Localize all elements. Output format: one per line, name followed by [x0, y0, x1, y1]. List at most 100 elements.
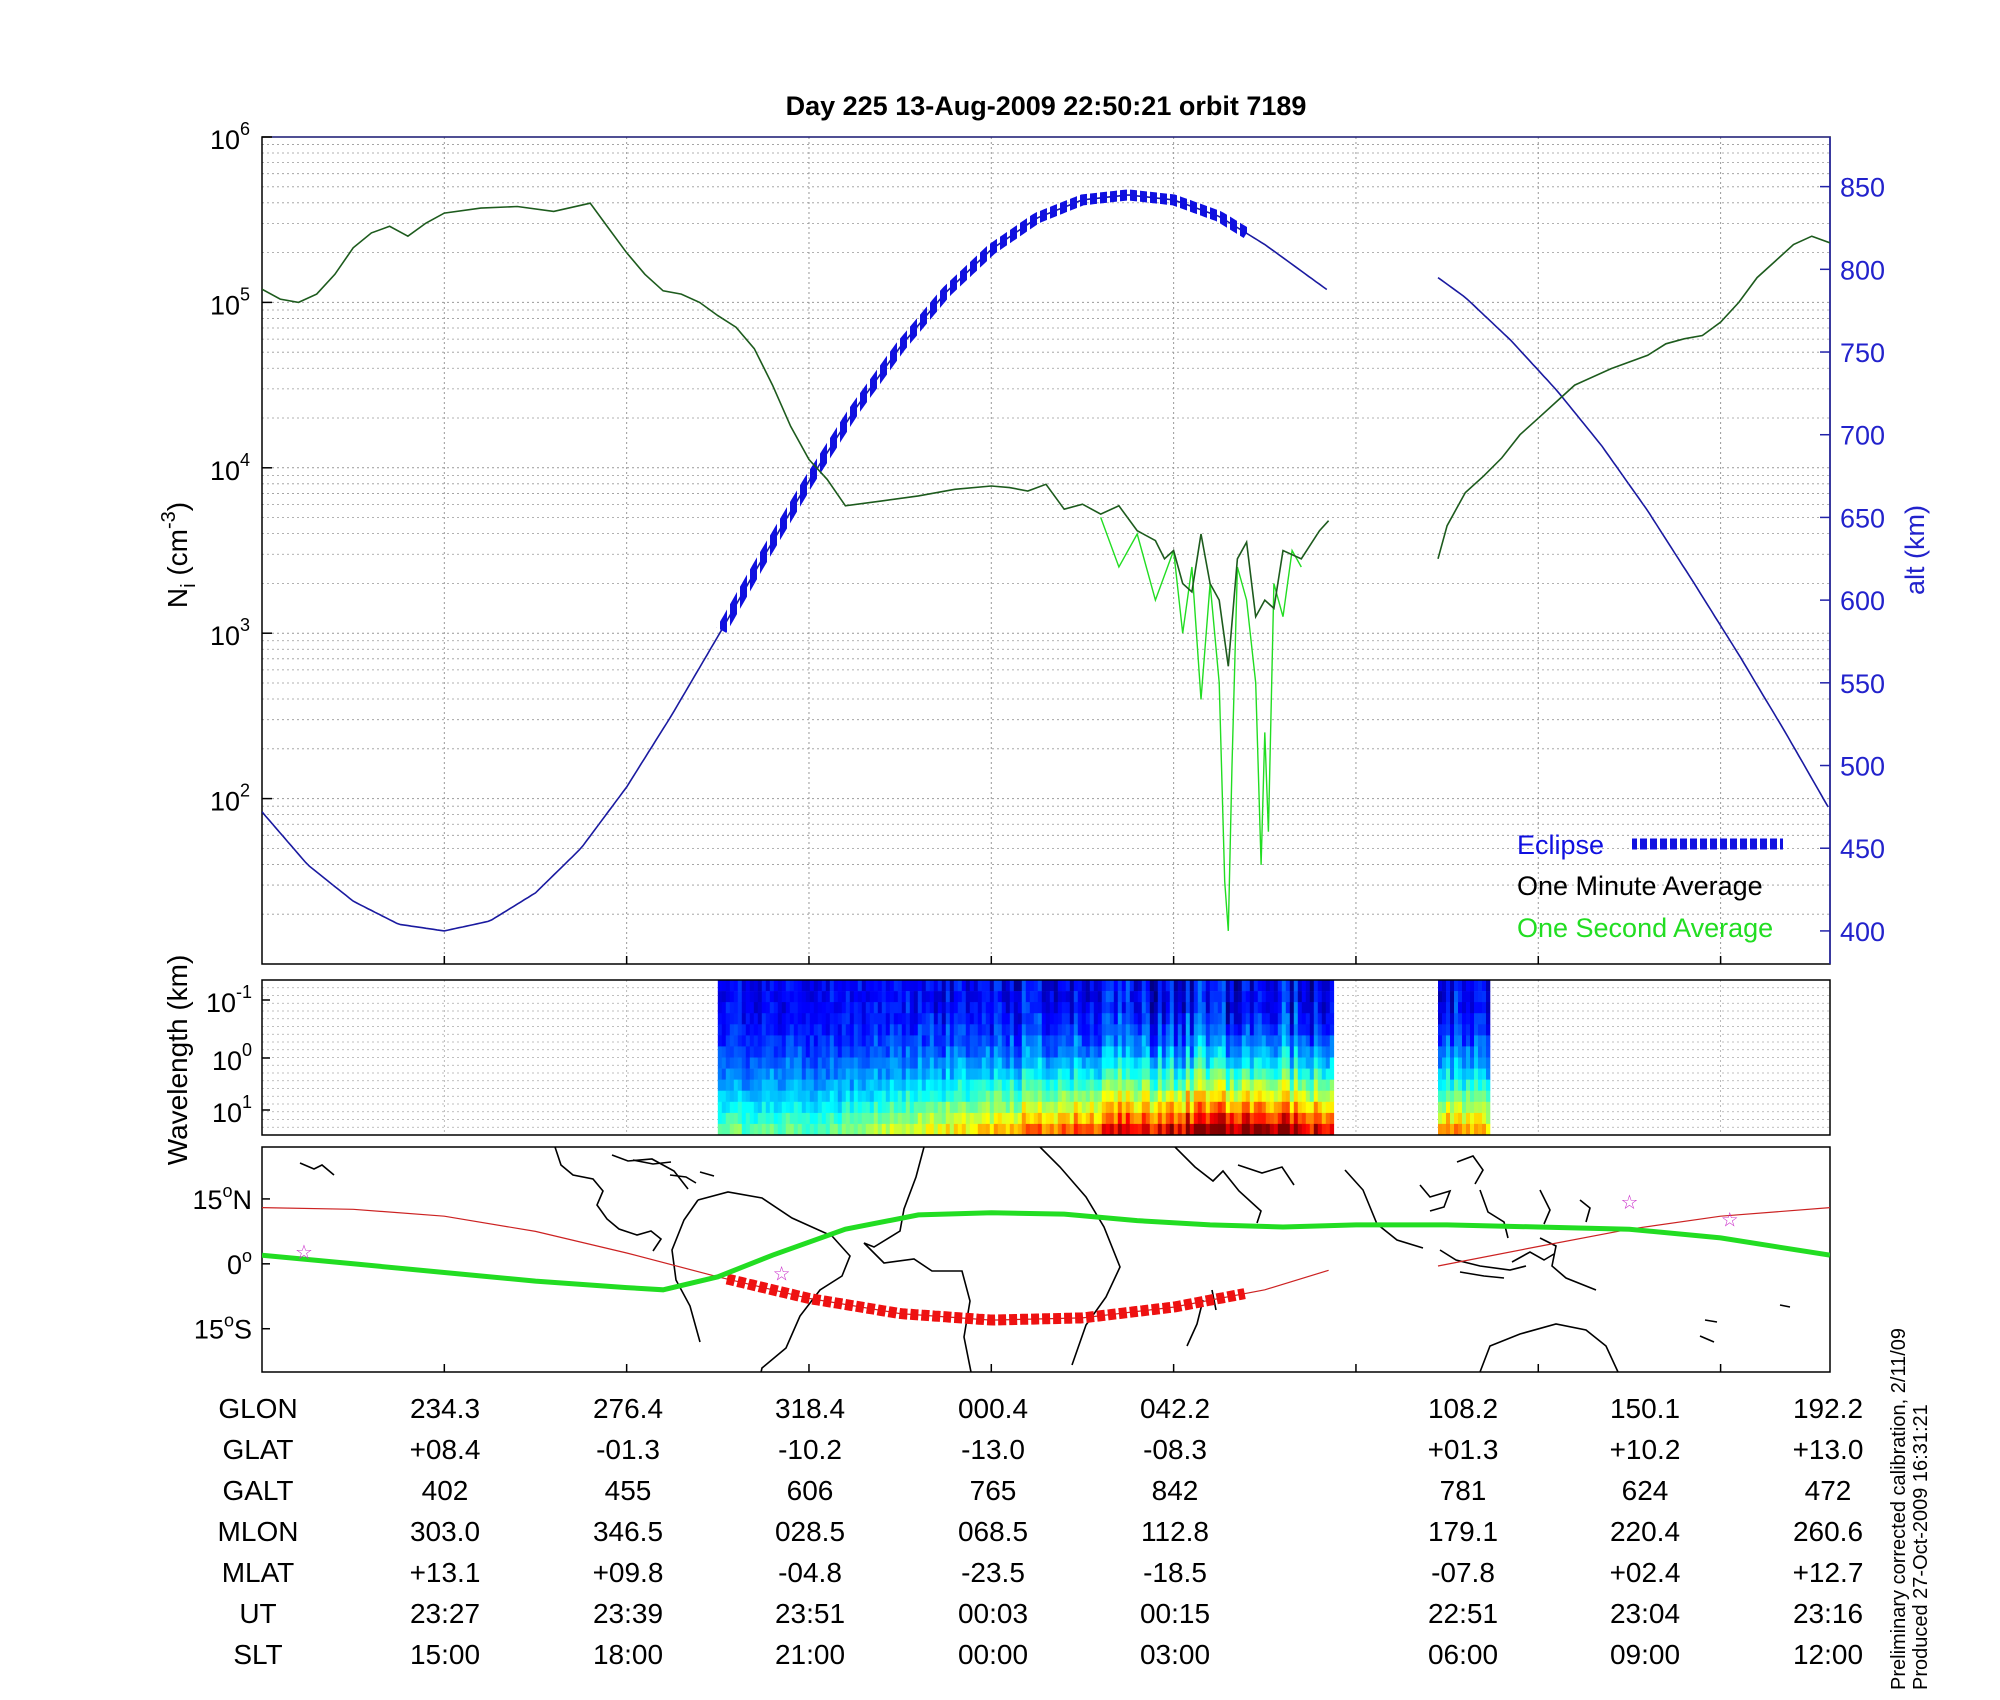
spec-cell [1161, 1035, 1167, 1047]
spec-cell [917, 1057, 923, 1069]
spec-cell [1209, 1002, 1215, 1014]
spec-cell [1450, 1057, 1455, 1069]
spec-cell [901, 1024, 907, 1036]
spec-cell [1013, 991, 1019, 1003]
spec-cell [1213, 1024, 1219, 1036]
spec-cell [941, 1057, 947, 1069]
spec-cell [997, 1057, 1003, 1069]
spec-cell [997, 1101, 1003, 1114]
spec-cell [817, 1013, 823, 1025]
spec-cell [765, 980, 771, 992]
spec-cell [1237, 1079, 1243, 1091]
spec-cell [1137, 1013, 1143, 1025]
spec-cell [1185, 1112, 1191, 1125]
spec-cell [1185, 1035, 1191, 1047]
spec-cell [977, 1046, 983, 1058]
spec-cell [1057, 1057, 1063, 1069]
table-cell: +08.4 [409, 1434, 481, 1465]
spec-cell [1486, 1046, 1491, 1058]
spec-cell [1462, 1112, 1467, 1125]
one-minute-average-line [262, 202, 1330, 667]
spec-cell [825, 1057, 831, 1069]
spec-cell [781, 1035, 787, 1047]
spec-cell [1237, 1024, 1243, 1036]
spec-cell [1442, 1123, 1447, 1136]
spec-cell [945, 1112, 951, 1125]
spec-cell [1045, 1079, 1051, 1091]
spec-cell [1305, 1101, 1311, 1114]
spec-cell [921, 1046, 927, 1058]
spec-cell [1045, 991, 1051, 1003]
spec-cell [1454, 1112, 1459, 1125]
spec-cell [1201, 1024, 1207, 1036]
spec-cell [721, 1024, 727, 1036]
spec-cell [765, 1079, 771, 1091]
spec-cell [1285, 1046, 1291, 1058]
spec-cell [1149, 1112, 1155, 1125]
spec-cell [985, 1112, 991, 1125]
spec-cell [1297, 1046, 1303, 1058]
spec-cell [1189, 1112, 1195, 1125]
spec-cell [1309, 1035, 1315, 1047]
spec-cell [1478, 1057, 1483, 1069]
spec-cell [1165, 1057, 1171, 1069]
spec-cell [1129, 1079, 1135, 1091]
table-cell: -07.8 [1431, 1557, 1495, 1588]
spec-cell [1245, 1090, 1251, 1103]
spec-cell [1037, 1090, 1043, 1103]
spec-cell [1017, 980, 1023, 992]
spec-cell [1041, 1024, 1047, 1036]
spec-cell [941, 1090, 947, 1103]
spec-cell [757, 1002, 763, 1014]
spec-cell [853, 1024, 859, 1036]
spec-cell [1285, 1101, 1291, 1114]
spec-cell [857, 1035, 863, 1047]
spec-cell [925, 1090, 931, 1103]
table-cell: -13.0 [961, 1434, 1025, 1465]
spec-cell [1029, 980, 1035, 992]
spec-cell [1450, 1046, 1455, 1058]
spec-cell [1013, 1057, 1019, 1069]
map-star: ☆ [773, 1261, 791, 1285]
table-cell: 09:00 [1609, 1639, 1681, 1670]
calibration-note-line-1: Preliminary corrected calibration, 2/11/… [1888, 1327, 1910, 1690]
spec-cell [1065, 1112, 1071, 1125]
spec-cell [1289, 1068, 1295, 1080]
spec-cell [737, 1013, 743, 1025]
spec-cell [1466, 1079, 1471, 1091]
spec-cell [1233, 1035, 1239, 1047]
spec-cell [1462, 1068, 1467, 1080]
spec-cell [905, 1002, 911, 1014]
spec-cell [1241, 1123, 1247, 1136]
spec-cell [833, 1112, 839, 1125]
spec-cell [873, 1024, 879, 1036]
spec-cell [741, 1024, 747, 1036]
spec-cell [1197, 1101, 1203, 1114]
spec-cell [1245, 1046, 1251, 1058]
spec-cell [1205, 1079, 1211, 1091]
spec-cell [1221, 1090, 1227, 1103]
spec-cell [961, 991, 967, 1003]
spec-cell [1269, 1046, 1275, 1058]
spec-cell [1153, 1057, 1159, 1069]
spec-cell [717, 1090, 723, 1103]
spec-cell [813, 1057, 819, 1069]
spec-cell [897, 980, 903, 992]
spec-cell [885, 1057, 891, 1069]
spec-cell [1145, 1024, 1151, 1036]
spec-cell [885, 1090, 891, 1103]
spec-cell [1177, 1024, 1183, 1036]
spec-cell [857, 1068, 863, 1080]
spec-cell [741, 1046, 747, 1058]
spec-cell [1173, 1068, 1179, 1080]
spec-cell [1209, 1057, 1215, 1069]
spec-cell [945, 1101, 951, 1114]
spec-cell [877, 1068, 883, 1080]
spec-cell [1193, 1057, 1199, 1069]
spec-cell [969, 1024, 975, 1036]
spec-cell [961, 1057, 967, 1069]
y2-tick-label: 500 [1840, 752, 1885, 782]
spec-cell [969, 1079, 975, 1091]
spec-cell [1197, 1123, 1203, 1136]
spec-cell [789, 980, 795, 992]
